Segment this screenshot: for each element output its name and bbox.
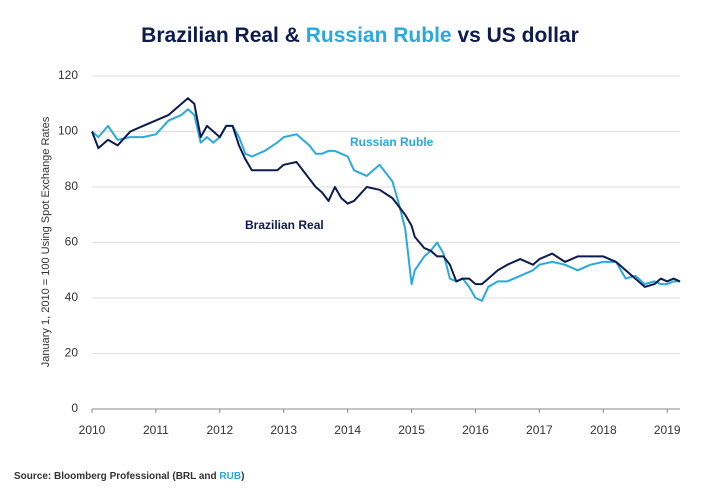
y-tick-label: 100 [58, 124, 78, 138]
y-tick-label: 20 [65, 346, 79, 360]
source-part: ) [241, 471, 244, 482]
x-tick-label: 2010 [79, 423, 106, 437]
y-tick-label: 40 [65, 290, 79, 304]
x-tick-label: 2013 [270, 423, 297, 437]
y-tick-label: 0 [71, 401, 78, 415]
x-tick-label: 2018 [590, 423, 617, 437]
x-tick-label: 2017 [526, 423, 553, 437]
x-tick-label: 2012 [206, 423, 233, 437]
x-tick-label: 2015 [398, 423, 425, 437]
title-part: Russian Ruble [306, 24, 452, 47]
y-tick-label: 60 [65, 235, 79, 249]
series-label: Russian Ruble [350, 135, 434, 149]
source-part: Source: Bloomberg Professional (BRL and [14, 471, 219, 482]
y-axis-label: January 1, 2010 = 100 Using Spot Exchang… [40, 116, 52, 367]
y-tick-label: 80 [65, 179, 79, 193]
title-part: vs US dollar [452, 24, 579, 47]
source: Source: Bloomberg Professional (BRL and … [14, 471, 244, 482]
chart-title: Brazilian Real & Russian Ruble vs US dol… [141, 24, 579, 47]
y-tick-label: 120 [58, 68, 78, 82]
title-part: Brazilian Real & [141, 24, 306, 47]
x-tick-label: 2019 [654, 423, 681, 437]
series-line [91, 97, 681, 288]
x-tick-label: 2011 [143, 423, 169, 437]
x-tick-label: 2016 [462, 423, 489, 437]
x-tick-label: 2014 [334, 423, 361, 437]
series-line [91, 108, 680, 302]
source-part: RUB [219, 471, 241, 482]
series-label: Brazilian Real [245, 218, 324, 232]
